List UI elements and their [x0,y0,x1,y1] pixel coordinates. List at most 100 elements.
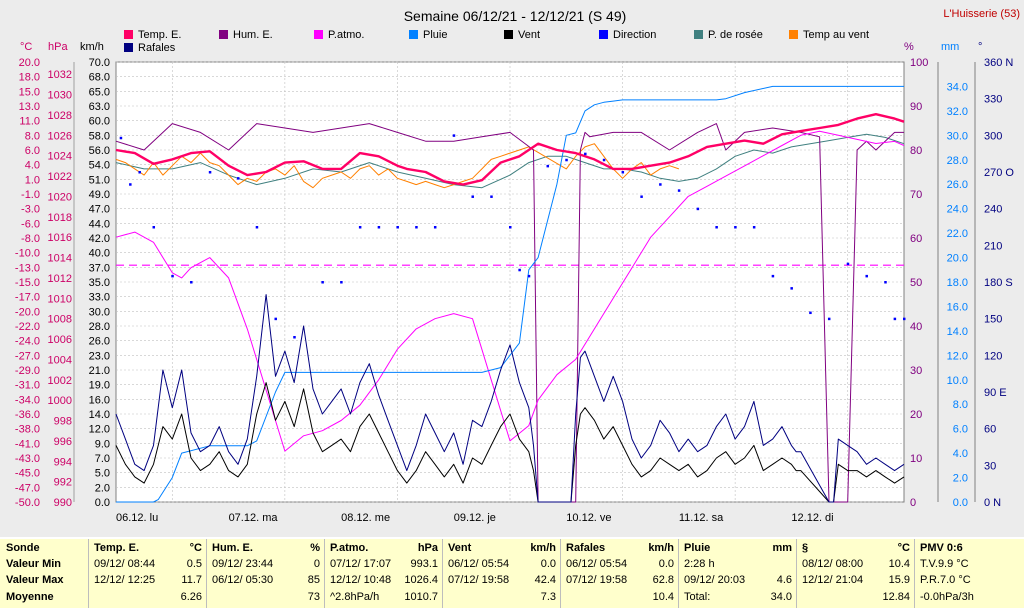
stats-column: § °C 08/12/ 08:00 10.4 12/12/ 21:04 15.9 12.84 [798,539,914,608]
direction-point [771,274,775,278]
legend-label: Pluie [423,29,447,41]
mm-tick-label: 22.0 [947,228,968,240]
stats-value: 0.5 [186,558,202,570]
stats-value: 12.84 [882,591,910,603]
hpa-tick-label: 1032 [48,69,72,81]
stats-date: 09/12/ 08:44 [94,558,156,570]
stats-column-title: Rafales [566,542,606,554]
chart-legend: Temp. E. Hum. E. P.atmo. Pluie Vent Direction… [124,29,869,54]
direction-point [433,226,437,229]
stats-column-unit: hPa [417,542,438,554]
temp-tick-label: -29.0 [15,365,40,377]
hpa-tick-label: 1008 [48,314,72,326]
legend-swatch [124,43,133,52]
stats-row-label: Moyenne [6,591,54,603]
day-label: 10.12. ve [566,512,611,524]
hpa-tick-label: 1012 [48,273,72,285]
kmh-tick-label: 47.0 [89,204,110,216]
direction-point [190,281,193,284]
temp-tick-label: -15.0 [15,277,40,289]
stats-row-label: Sonde [6,542,40,554]
stats-value: 1026.4 [404,574,438,586]
direction-point [340,281,343,284]
degree-tick-label: 240 [984,204,1002,216]
stats-column-title: Temp. E. [94,542,140,554]
mm-tick-label: 14.0 [947,326,968,338]
mm-tick-label: 6.0 [953,424,968,436]
direction-point [396,226,399,229]
degree-tick-label: 270 O [984,167,1014,179]
hpa-tick-label: 1018 [48,212,72,224]
stats-date: 06/12/ 05:54 [448,558,510,570]
pmv-line: T.V.9.9 °C [920,558,969,570]
stats-date: 08/12/ 08:00 [802,558,864,570]
degree-tick-label: 120 [984,350,1002,362]
hpa-tick-label: 1006 [48,334,72,346]
temp-tick-label: -38.0 [15,424,40,436]
direction-point [715,226,718,229]
kmh-tick-label: 23.0 [89,350,110,362]
series-line-temp-au-vent [115,143,680,189]
weather-chart: Semaine 06/12/21 - 12/12/21 (S 49) L'Hui… [14,8,1020,524]
mm-tick-label: 26.0 [947,179,968,191]
unit-label-kmh: km/h [80,41,104,53]
mm-tick-label: 32.0 [947,106,968,118]
kmh-tick-label: 28.0 [89,321,110,333]
direction-point [893,317,897,321]
mm-tick-label: 10.0 [947,375,968,387]
legend-swatch [504,30,513,39]
stats-date: 09/12/ 20:03 [684,574,746,586]
hpa-tick-label: 1002 [48,375,72,387]
temp-tick-label: 18.0 [19,72,40,84]
temp-tick-label: 13.0 [19,101,40,113]
temp-tick-label: 8.0 [25,130,40,142]
kmh-tick-label: 16.0 [89,394,110,406]
left-axes: 20.0 18.0 15.0 13.0 11.0 8.0 6.0 4.0 1.0 -1.0 -3.0… [15,57,110,509]
temp-tick-label: 11.0 [19,116,40,128]
legend-swatch [219,30,228,39]
temp-tick-label: -13.0 [15,262,40,274]
mm-tick-label: 2.0 [953,473,968,485]
grid-lines [116,61,904,503]
stats-date: 07/12/ 19:58 [448,574,510,586]
direction-point [677,189,681,192]
percent-tick-label: 90 [910,101,922,113]
direction-point [236,177,240,180]
temp-tick-label: 1.0 [25,174,40,186]
kmh-tick-label: 7.0 [95,453,110,465]
legend-swatch [409,30,418,39]
stats-column-unit: mm [772,542,792,554]
direction-point [119,136,123,140]
stats-date: 07/12/ 19:58 [566,574,628,586]
series-line-p-de-rosee [115,133,905,189]
legend-label: Vent [518,29,540,41]
stats-column-title: P.atmo. [330,542,369,554]
hpa-tick-label: 992 [54,477,72,489]
kmh-tick-label: 30.0 [89,306,110,318]
direction-point [321,281,324,284]
percent-tick-label: 0 [910,497,916,509]
legend-label: Direction [613,29,656,41]
direction-point [415,226,418,229]
stats-column-separator [796,539,797,608]
direction-point [152,226,156,229]
right-axes: 100908070605040302010034.032.030.028.026… [910,57,1014,509]
stats-value: 993.1 [410,558,438,570]
stats-date: 07/12/ 17:07 [330,558,392,570]
stats-value: 73 [307,591,320,603]
kmh-tick-label: 49.0 [89,189,110,201]
kmh-tick-label: 51.0 [89,174,110,186]
unit-label-mm: mm [941,41,959,53]
stats-value: 6.26 [180,591,202,603]
legend-label: Temp au vent [803,29,869,41]
stats-column-unit: km/h [530,542,556,554]
direction-point [255,226,259,229]
hpa-tick-label: 1026 [48,130,72,142]
day-label: 12.12. di [791,512,833,524]
hpa-tick-label: 1004 [48,354,72,366]
percent-tick-label: 70 [910,189,922,201]
stats-value: 0.0 [540,558,556,570]
direction-point [903,317,906,321]
direction-point [138,171,141,174]
stats-date: 12/12/ 12:25 [94,574,156,586]
